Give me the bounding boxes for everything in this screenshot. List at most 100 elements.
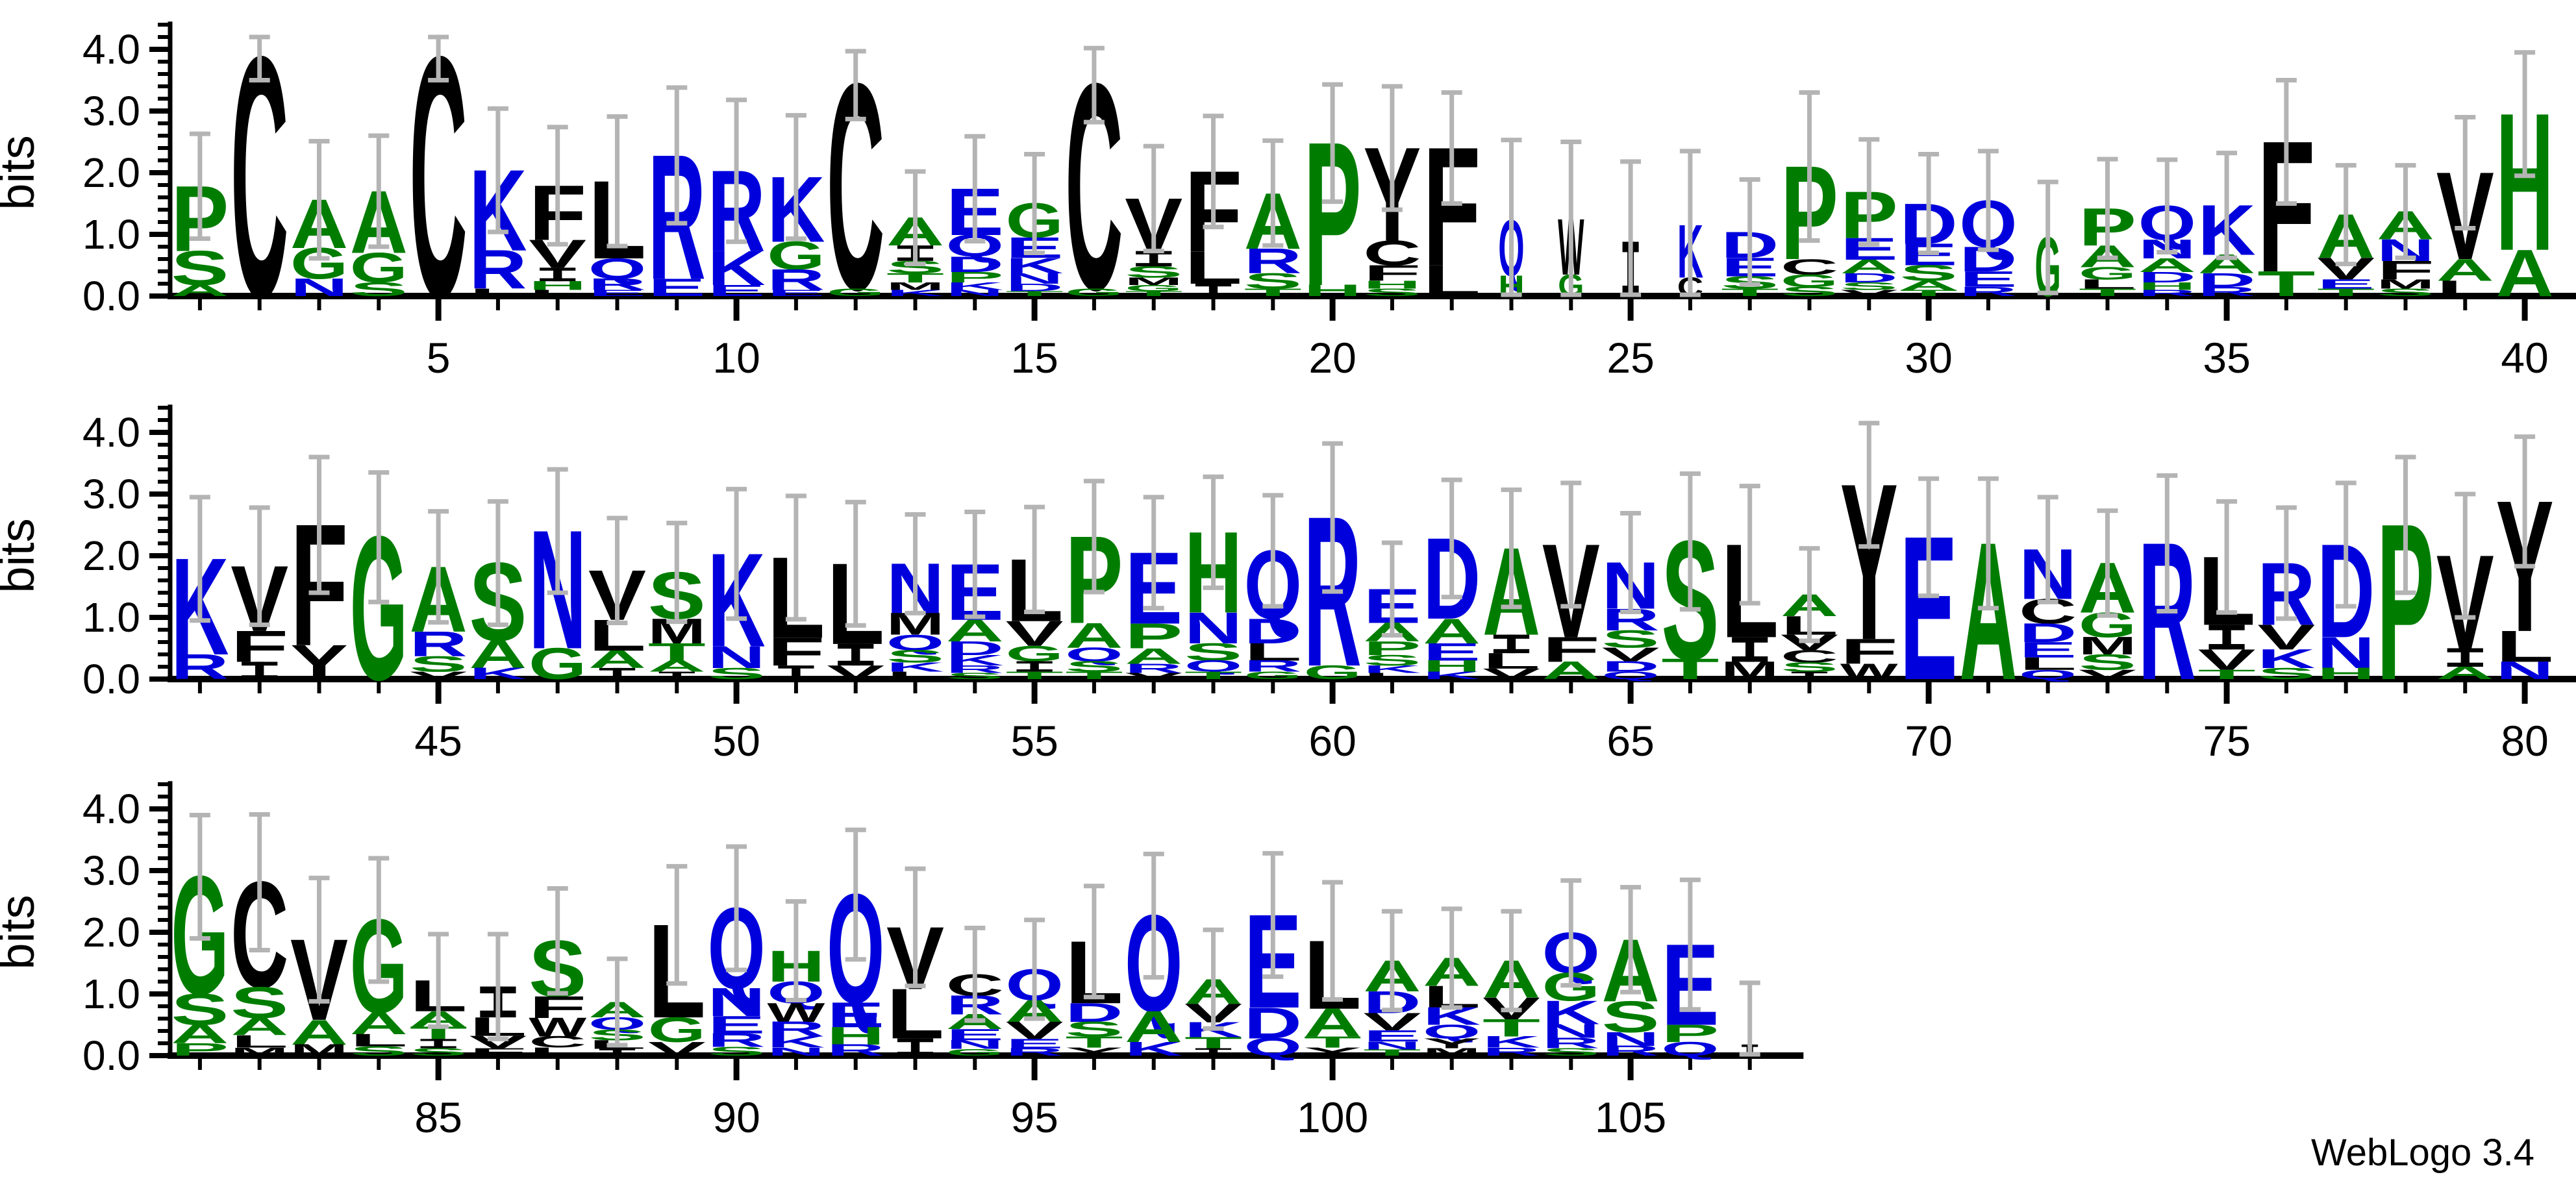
logo-letter-P: P: [171, 1039, 229, 1060]
logo-letter-H: H: [1363, 279, 1421, 291]
logo-letter-G: G: [529, 639, 586, 689]
row-3-errorbar-98: [1203, 927, 1224, 1031]
logo-letter-V: V: [2198, 643, 2256, 676]
logo-letter-L: L: [350, 1030, 408, 1050]
logo-letter-A: A: [171, 1019, 229, 1049]
logo-letter-T: T: [648, 638, 706, 666]
logo-letter-R: R: [410, 625, 468, 664]
row-1-errorbar-19: [1262, 138, 1284, 248]
row-2-errorbar-65: [1620, 510, 1642, 614]
logo-letter-M: M: [2377, 277, 2434, 291]
logo-letter-E: E: [767, 288, 825, 298]
row-2-column-79: VA: [2436, 528, 2494, 683]
logo-letter-L: L: [469, 286, 527, 298]
row-1-errorbar-22: [1441, 90, 1462, 206]
logo-letter-K: K: [1125, 1038, 1182, 1060]
logo-letter-R: R: [1006, 1046, 1064, 1058]
logo-letter-Q: Q: [1423, 1021, 1481, 1043]
branding-text: WebLogo 3.4: [2311, 1132, 2534, 1174]
row-2-errorbar-51: [785, 493, 807, 622]
row-3-errorbar-93: [905, 866, 926, 989]
logo-letter-D: D: [2138, 269, 2196, 286]
logo-letter-C: C: [529, 1034, 586, 1052]
row-2-errorbar-64: [1560, 480, 1582, 609]
row-3-ytick-label: 2.0: [82, 909, 140, 956]
row-3-xtick-label: 95: [1010, 1093, 1058, 1141]
row-1-errorbar-8: [606, 114, 628, 249]
row-1-errorbar-5: [428, 34, 449, 82]
logo-letter-L: L: [529, 1045, 586, 1058]
row-1-xtick-label: 30: [1905, 334, 1952, 382]
row-2-xtick-label: 60: [1308, 717, 1356, 765]
logo-letter-L: L: [529, 288, 586, 298]
logo-letter-H: H: [2138, 280, 2196, 292]
row-2-errorbar-52: [845, 499, 866, 628]
row-2-errorbar-43: [308, 454, 330, 595]
logo-letter-M: M: [231, 1045, 288, 1058]
logo-letter-A: A: [1542, 656, 1600, 684]
logo-letter-M: M: [1125, 275, 1182, 287]
logo-letter-D: D: [2198, 269, 2256, 291]
logo-letter-E: E: [1363, 1027, 1421, 1045]
logo-letter-S: S: [350, 1044, 408, 1059]
logo-letter-D: D: [1840, 271, 1898, 286]
logo-letter-A: A: [2138, 254, 2196, 276]
logo-letter-Y: Y: [1065, 1045, 1123, 1058]
logo-letter-S: S: [1244, 268, 1302, 293]
logo-letter-T: T: [1900, 288, 1958, 298]
logo-letter-K: K: [946, 280, 1004, 292]
logo-letter-S: S: [410, 1046, 468, 1058]
logo-letter-N: N: [1006, 270, 1064, 287]
logo-letter-E: E: [1006, 1036, 1064, 1051]
row-1-errorbar-39: [2455, 115, 2476, 230]
row-1-errorbar-36: [2275, 78, 2297, 206]
logo-letter-H: H: [2317, 665, 2375, 683]
logo-letter-G: G: [1304, 662, 1362, 684]
row-1-errorbar-10: [726, 97, 747, 244]
row-3-errorbar-107: [1739, 980, 1760, 1057]
logo-letter-G: G: [1065, 286, 1123, 298]
logo-letter-F: F: [2377, 256, 2434, 286]
logo-letter-V: V: [1125, 671, 1183, 681]
row-3-errorbar-106: [1679, 877, 1701, 1012]
logo-letter-R: R: [708, 1029, 766, 1051]
row-2-errorbar-74: [2157, 473, 2178, 614]
row-1-errorbar-35: [2216, 151, 2238, 260]
logo-letter-E: E: [708, 282, 766, 300]
row-3-y-axis: [149, 781, 173, 1058]
row-2-errorbar-76: [2275, 505, 2297, 621]
logo-letter-S: S: [1363, 286, 1421, 298]
row-2-errorbar-75: [2216, 499, 2238, 615]
row-2-ytick-label: 0.0: [82, 656, 140, 702]
logo-letter-A: A: [171, 282, 229, 300]
row-2-xtick-label: 80: [2501, 717, 2548, 765]
logo-letter-M: M: [2079, 632, 2136, 660]
logo-letter-L: L: [231, 1032, 288, 1052]
logo-letter-L: L: [1363, 671, 1421, 681]
row-1-errorbar-17: [1143, 143, 1164, 254]
row-1-errorbar-4: [368, 133, 390, 249]
row-1-xtick-label: 40: [2501, 334, 2548, 382]
logo-letter-L: L: [1244, 638, 1302, 666]
logo-letter-N: N: [708, 639, 766, 675]
logo-letter-R: R: [2138, 288, 2196, 298]
row-1-errorbar-13: [905, 169, 926, 267]
logo-letter-T: T: [1065, 1034, 1123, 1052]
logo-letter-V: V: [1602, 643, 1660, 665]
row-3-errorbar-91: [785, 899, 807, 1002]
row-2-errorbar-44: [368, 470, 390, 604]
row-3-column-101: ADVENT: [1363, 951, 1421, 1058]
row-1-errorbar-1: [189, 131, 210, 242]
row-2-errorbar-70: [1918, 476, 1940, 599]
row-1-errorbar-14: [964, 134, 986, 243]
logo-letter-K: K: [1006, 253, 1064, 279]
row-1-x-axis: [168, 293, 2576, 321]
row-1-errorbar-6: [487, 106, 508, 234]
logo-letter-T: T: [1006, 290, 1064, 297]
logo-letter-R: R: [1602, 1043, 1660, 1059]
logo-letter-T: T: [1661, 653, 1719, 686]
logo-letter-K: K: [886, 288, 944, 298]
logo-letter-M: M: [1423, 1046, 1481, 1058]
logo-letter-V: V: [2079, 667, 2136, 682]
